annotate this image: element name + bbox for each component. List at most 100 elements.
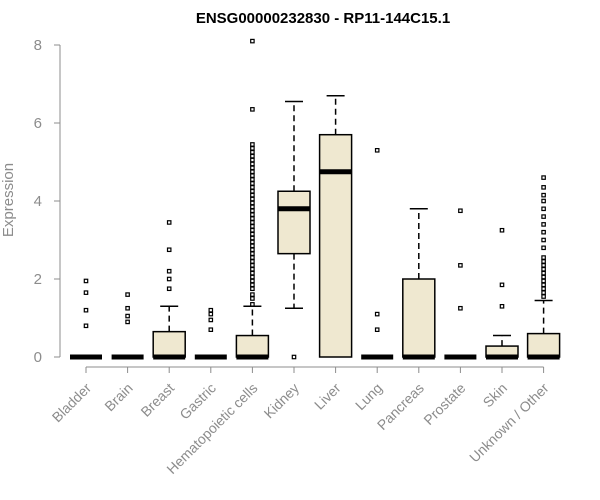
box-group — [526, 175, 561, 360]
outlier-point — [250, 161, 255, 167]
outlier-point — [541, 237, 546, 243]
outlier-point — [83, 323, 89, 329]
box-group — [235, 38, 270, 360]
outlier-point — [125, 292, 130, 297]
x-tick-label: Kidney — [261, 380, 303, 422]
outlier-point — [541, 286, 546, 292]
outlier-point — [250, 274, 255, 280]
outlier-point — [125, 313, 130, 319]
x-tick-label: Lung — [352, 380, 385, 413]
outlier-point — [250, 185, 255, 190]
outlier-point — [541, 294, 546, 299]
outlier-point — [250, 263, 255, 268]
chart-title: ENSG00000232830 - RP11-144C15.1 — [196, 10, 450, 27]
outlier-point — [458, 263, 463, 268]
outlier-point — [83, 278, 89, 284]
outlier-point — [125, 305, 130, 311]
outlier-point — [250, 286, 255, 292]
plot-area — [70, 38, 561, 360]
outlier-point — [166, 247, 172, 253]
outlier-point — [458, 208, 463, 214]
box-group — [70, 278, 102, 360]
box-group — [444, 208, 477, 360]
x-tick-label: Breast — [137, 380, 177, 420]
outlier-point — [250, 200, 255, 206]
y-tick-label: 4 — [34, 193, 42, 210]
outlier-point — [250, 220, 255, 225]
outlier-point — [208, 327, 214, 333]
box-group — [111, 292, 144, 360]
box-iqr — [402, 278, 436, 358]
outlier-point — [541, 185, 546, 190]
y-tick-label: 2 — [34, 271, 42, 288]
outlier-point — [541, 229, 546, 235]
outlier-point — [250, 292, 255, 297]
y-axis-label: Expression — [0, 163, 17, 237]
outlier-point — [374, 327, 380, 333]
outlier-point — [250, 142, 255, 147]
outlier-point — [250, 192, 255, 198]
outlier-point — [541, 274, 546, 280]
outlier-point — [250, 231, 255, 237]
outlier-point — [541, 175, 546, 180]
outlier-point — [541, 270, 546, 276]
outlier-point — [499, 304, 505, 309]
box-group — [361, 148, 394, 360]
outlier-point — [166, 268, 172, 274]
outlier-point — [166, 286, 172, 292]
outlier-point — [250, 157, 255, 163]
outlier-point — [250, 247, 255, 253]
outlier-point — [250, 239, 255, 245]
x-tick-label: Liver — [311, 380, 344, 413]
outlier-point — [541, 222, 546, 227]
box-iqr — [526, 332, 561, 358]
outlier-point — [250, 149, 255, 155]
outlier-point — [250, 169, 255, 175]
box-iqr — [152, 330, 186, 358]
outlier-point — [250, 177, 255, 182]
outlier-point — [250, 282, 255, 288]
outlier-point — [208, 307, 214, 313]
outlier-point — [250, 251, 255, 256]
outlier-point — [250, 146, 255, 151]
outlier-point — [250, 173, 255, 178]
outlier-point — [458, 305, 463, 311]
outlier-point — [250, 270, 255, 276]
outlier-point — [250, 266, 255, 272]
outlier-point — [541, 282, 546, 288]
outlier-point — [541, 192, 546, 198]
outlier-point — [125, 319, 130, 325]
outlier-point — [250, 278, 255, 284]
outlier-point — [208, 311, 214, 317]
outlier-point — [541, 206, 546, 212]
y-tick-label: 0 — [34, 349, 42, 366]
outlier-point — [541, 290, 546, 295]
box-group — [485, 227, 519, 360]
outlier-point — [250, 302, 255, 307]
y-tick-label: 8 — [34, 37, 42, 54]
outlier-point — [499, 282, 505, 288]
outlier-point — [250, 208, 255, 214]
outlier-point — [541, 245, 546, 251]
outlier-point — [291, 354, 297, 360]
box-group — [402, 208, 436, 360]
outlier-point — [374, 148, 380, 153]
outlier-point — [250, 255, 255, 260]
outlier-point — [250, 188, 255, 194]
x-tick-label: Skin — [480, 380, 511, 411]
outlier-point — [541, 263, 546, 268]
outlier-point — [499, 227, 505, 233]
x-tick-label: Bladder — [49, 380, 95, 426]
outlier-point — [250, 296, 255, 301]
outlier-point — [250, 224, 255, 229]
outlier-point — [83, 307, 89, 313]
box-iqr — [235, 334, 270, 358]
y-axis: 0 2 4 6 8 — [34, 37, 61, 366]
box-group — [152, 220, 186, 360]
outlier-point — [208, 317, 214, 323]
box-group — [318, 94, 353, 358]
box-iqr — [318, 133, 353, 358]
outlier-point — [250, 153, 255, 159]
